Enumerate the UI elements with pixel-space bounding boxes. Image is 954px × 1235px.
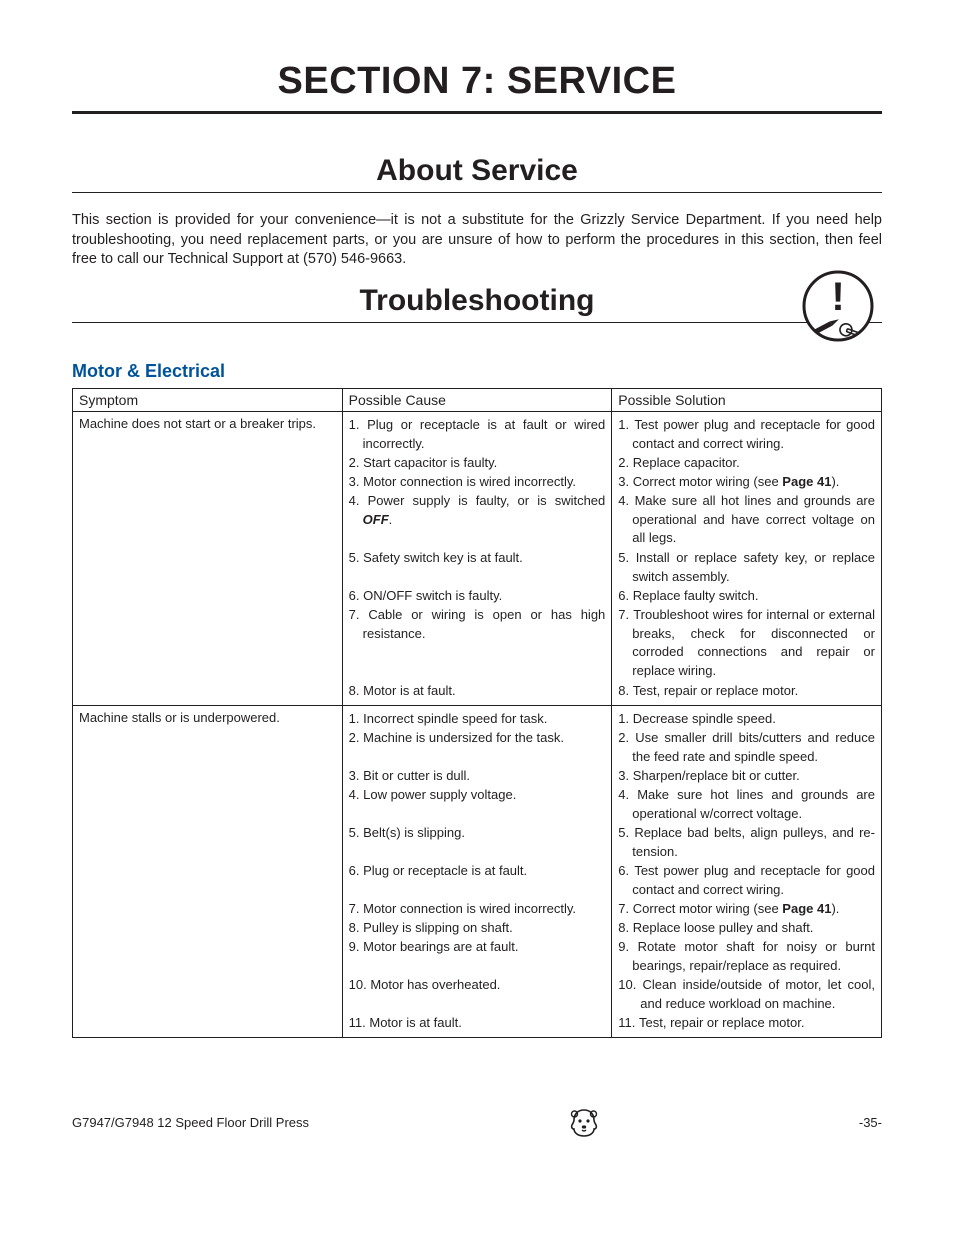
footer-page-number: -35- bbox=[859, 1115, 882, 1130]
list-item: 2. Machine is undersized for the task. bbox=[349, 729, 606, 767]
list-item: 9. Motor bearings are at fault. bbox=[349, 938, 606, 976]
page-footer: G7947/G7948 12 Speed Floor Drill Press -… bbox=[72, 1108, 882, 1138]
list-item: 6. Test power plug and receptacle for go… bbox=[618, 862, 875, 900]
list-item: 10. Clean inside/outside of motor, let c… bbox=[618, 976, 875, 1014]
list-item: 4. Make sure hot lines and grounds are o… bbox=[618, 786, 875, 824]
list-item: 7. Cable or wiring is open or has high r… bbox=[349, 606, 606, 682]
manual-page: SECTION 7: SERVICE About Service This se… bbox=[0, 0, 954, 1168]
list-item: 1. Plug or receptacle is at fault or wir… bbox=[349, 416, 606, 454]
list-item: 1. Incorrect spindle speed for task. bbox=[349, 710, 606, 729]
cause-cell: 1. Plug or receptacle is at fault or wir… bbox=[342, 411, 612, 705]
table-row: Machine does not start or a breaker trip… bbox=[73, 411, 882, 705]
list-item: 9. Rotate motor shaft for noisy or burnt… bbox=[618, 938, 875, 976]
list-item: 1. Test power plug and receptacle for go… bbox=[618, 416, 875, 454]
troubleshooting-heading: Troubleshooting bbox=[72, 284, 882, 322]
list-item: 3. Bit or cutter is dull. bbox=[349, 767, 606, 786]
list-item: 4. Make sure all hot lines and grounds a… bbox=[618, 492, 875, 549]
list-item: 6. Plug or receptacle is at fault. bbox=[349, 862, 606, 900]
list-item: 11. Test, repair or replace motor. bbox=[618, 1014, 875, 1033]
list-item: 11. Motor is at fault. bbox=[349, 1014, 606, 1033]
list-item: 6. Replace faulty switch. bbox=[618, 587, 875, 606]
cause-cell: 1. Incorrect spindle speed for task.2. M… bbox=[342, 705, 612, 1037]
solution-cell: 1. Decrease spindle speed.2. Use smaller… bbox=[612, 705, 882, 1037]
list-item: 7. Correct motor wiring (see Page 41). bbox=[618, 900, 875, 919]
list-item: 10. Motor has overheated. bbox=[349, 976, 606, 1014]
svg-text:!: ! bbox=[831, 275, 844, 319]
symptom-cell: Machine does not start or a breaker trip… bbox=[73, 411, 343, 705]
about-heading: About Service bbox=[72, 154, 882, 192]
list-item: 2. Use smaller drill bits/cutters and re… bbox=[618, 729, 875, 767]
list-item: 8. Replace loose pulley and shaft. bbox=[618, 919, 875, 938]
list-item: 2. Start capacitor is faulty. bbox=[349, 454, 606, 473]
table-header-row: Symptom Possible Cause Possible Solution bbox=[73, 388, 882, 411]
table-body: Machine does not start or a breaker trip… bbox=[73, 411, 882, 1037]
section-title: SECTION 7: SERVICE bbox=[72, 60, 882, 114]
list-item: 6. ON/OFF switch is faulty. bbox=[349, 587, 606, 606]
troubleshooting-heading-wrap: Troubleshooting ! bbox=[72, 284, 882, 323]
grizzly-logo-icon bbox=[568, 1108, 600, 1138]
list-item: 4. Power supply is faulty, or is switche… bbox=[349, 492, 606, 549]
list-item: 5. Safety switch key is at fault. bbox=[349, 549, 606, 587]
list-item: 8. Test, repair or replace motor. bbox=[618, 682, 875, 701]
list-item: 8. Motor is at fault. bbox=[349, 682, 606, 701]
header-symptom: Symptom bbox=[73, 388, 343, 411]
symptom-cell: Machine stalls or is underpowered. bbox=[73, 705, 343, 1037]
list-item: 7. Troubleshoot wires for internal or ex… bbox=[618, 606, 875, 682]
list-item: 3. Correct motor wiring (see Page 41). bbox=[618, 473, 875, 492]
header-solution: Possible Solution bbox=[612, 388, 882, 411]
list-item: 5. Belt(s) is slipping. bbox=[349, 824, 606, 862]
list-item: 5. Replace bad belts, align pulleys, and… bbox=[618, 824, 875, 862]
list-item: 4. Low power supply voltage. bbox=[349, 786, 606, 824]
warning-icon: ! bbox=[788, 266, 888, 366]
list-item: 3. Motor connection is wired incorrectly… bbox=[349, 473, 606, 492]
list-item: 2. Replace capacitor. bbox=[618, 454, 875, 473]
table-row: Machine stalls or is underpowered.1. Inc… bbox=[73, 705, 882, 1037]
list-item: 1. Decrease spindle speed. bbox=[618, 710, 875, 729]
footer-model: G7947/G7948 12 Speed Floor Drill Press bbox=[72, 1115, 309, 1130]
list-item: 3. Sharpen/replace bit or cutter. bbox=[618, 767, 875, 786]
list-item: 8. Pulley is slipping on shaft. bbox=[349, 919, 606, 938]
list-item: 5. Install or replace safety key, or rep… bbox=[618, 549, 875, 587]
about-heading-wrap: About Service bbox=[72, 154, 882, 193]
troubleshooting-table: Symptom Possible Cause Possible Solution… bbox=[72, 388, 882, 1038]
header-cause: Possible Cause bbox=[342, 388, 612, 411]
intro-paragraph: This section is provided for your conven… bbox=[72, 211, 882, 270]
list-item: 7. Motor connection is wired incorrectly… bbox=[349, 900, 606, 919]
solution-cell: 1. Test power plug and receptacle for go… bbox=[612, 411, 882, 705]
category-heading: Motor & Electrical bbox=[72, 361, 882, 382]
